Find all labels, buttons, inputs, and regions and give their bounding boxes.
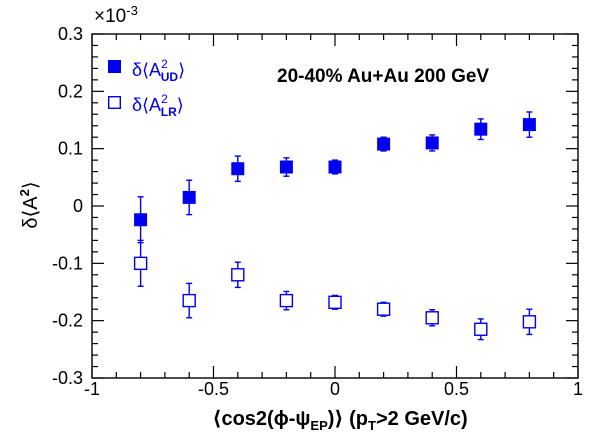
y-tick-label: -0.1 [52, 253, 83, 273]
series-ud [134, 111, 536, 244]
data-point-open [133, 256, 148, 271]
axis-ticks [91, 33, 579, 379]
x-tick-label: 0 [330, 379, 340, 399]
data-point-filled [522, 118, 536, 132]
data-point-open [425, 311, 439, 325]
data-point-filled [182, 190, 196, 204]
data-point-open [376, 302, 391, 316]
x-tick-label: -1 [84, 379, 100, 399]
legend-marker-ud [108, 60, 121, 73]
data-point-filled [425, 136, 439, 150]
data-point-filled [474, 122, 488, 136]
y-tick-label: 0.2 [58, 81, 83, 101]
y-axis-label: δ⟨A2⟩ [17, 181, 42, 228]
data-point-filled [134, 213, 148, 227]
legend-marker-lr [107, 95, 121, 109]
data-point-open [279, 293, 294, 308]
y-tick-label: 0 [73, 196, 83, 216]
chart-annotation: 20-40% Au+Au 200 GeV [277, 66, 489, 87]
data-point-open [231, 268, 245, 282]
data-point-open [522, 315, 537, 329]
data-markers [133, 111, 537, 341]
y-tick-label: -0.2 [52, 311, 83, 331]
data-point-open [328, 295, 342, 310]
legend-label-lr: δ⟨A2 LR⟩ [132, 92, 184, 119]
data-point-open [182, 293, 196, 308]
series-lr [133, 239, 537, 341]
x-axis-label: ⟨cos2(ϕ-ψEP)⟩ (pT>2 GeV/c) [212, 408, 467, 433]
data-point-filled [279, 160, 293, 174]
data-point-open [474, 322, 488, 336]
x-tick-label: 0.5 [444, 379, 469, 399]
data-point-filled [328, 160, 342, 174]
y-tick-label: 0.1 [58, 139, 83, 159]
y-multiplier: ×10-3 [94, 3, 138, 27]
y-tick-label: 0.3 [58, 24, 83, 44]
x-tick-label: 1 [573, 379, 583, 399]
data-point-filled [377, 137, 391, 151]
data-point-filled [231, 162, 245, 176]
y-tick-label: -0.3 [52, 368, 83, 388]
legend-label-ud: δ⟨A2 UD⟩ [132, 57, 185, 84]
x-tick-label: -0.5 [198, 379, 229, 399]
legend: δ⟨A2 UD⟩ δ⟨A2 LR⟩ [107, 57, 185, 119]
axis-tick-labels: -1 -0.5 0 0.5 1 -0.3 -0.2 -0.1 0 0.1 0.2 0.3 [52, 24, 583, 399]
